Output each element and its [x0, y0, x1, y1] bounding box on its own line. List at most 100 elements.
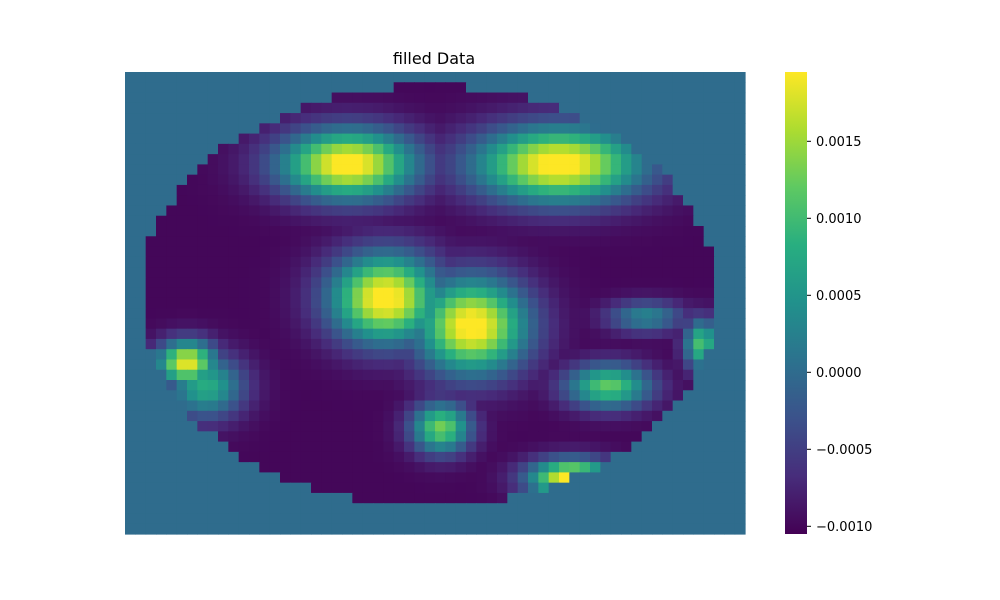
heatmap-cell [559, 215, 570, 227]
heatmap-cell [579, 308, 591, 319]
heatmap-cell [693, 82, 705, 94]
heatmap-cell [445, 482, 457, 494]
heatmap-cell [548, 267, 560, 278]
heatmap-cell [703, 226, 715, 237]
heatmap-cell [548, 287, 560, 299]
heatmap-cell [693, 318, 705, 330]
heatmap-cell [414, 328, 426, 340]
heatmap-cell [714, 338, 725, 350]
heatmap-cell [249, 267, 260, 278]
heatmap-cell [590, 482, 601, 494]
heatmap-cell [331, 441, 343, 453]
heatmap-cell [197, 72, 209, 83]
heatmap-cell [176, 359, 188, 371]
heatmap-cell [238, 410, 250, 422]
heatmap-cell [569, 267, 581, 278]
heatmap-cell [610, 82, 622, 94]
heatmap-cell [342, 359, 353, 371]
heatmap-cell [414, 513, 426, 525]
heatmap-cell [435, 113, 446, 124]
heatmap-cell [631, 328, 643, 340]
heatmap-cell [197, 133, 209, 145]
heatmap-cell [207, 523, 219, 535]
heatmap-cell [135, 236, 147, 248]
heatmap-cell [424, 441, 436, 453]
heatmap-cell [249, 421, 260, 432]
heatmap-cell [507, 380, 519, 391]
heatmap-cell [486, 154, 498, 165]
heatmap-cell [145, 215, 157, 227]
heatmap-cell [156, 102, 167, 114]
heatmap-cell [672, 143, 684, 155]
heatmap-cell [621, 421, 632, 432]
heatmap-cell [569, 523, 581, 535]
heatmap-cell [321, 154, 333, 165]
heatmap-cell [445, 215, 457, 227]
heatmap-cell [218, 256, 229, 268]
heatmap-cell [342, 133, 353, 145]
heatmap-cell [724, 380, 736, 391]
heatmap-cell [393, 287, 405, 299]
heatmap-cell [280, 205, 291, 217]
heatmap-cell [249, 492, 260, 504]
heatmap-cell [145, 421, 157, 432]
heatmap-cell [559, 113, 570, 124]
heatmap-cell [600, 226, 612, 237]
heatmap-cell [724, 369, 736, 381]
heatmap-cell [321, 82, 333, 94]
heatmap-cell [631, 441, 643, 453]
heatmap-cell [280, 246, 291, 258]
heatmap-cell [197, 441, 209, 453]
heatmap-cell [497, 359, 508, 371]
heatmap-cell [672, 410, 684, 422]
heatmap-cell [393, 462, 405, 473]
heatmap-cell [197, 462, 209, 473]
heatmap-cell [424, 256, 436, 268]
heatmap-cell [486, 359, 498, 371]
heatmap-cell [641, 431, 653, 443]
heatmap-cell [362, 256, 374, 268]
heatmap-cell [414, 421, 426, 432]
heatmap-cell [373, 410, 384, 422]
heatmap-cell [404, 246, 415, 258]
heatmap-cell [259, 380, 271, 391]
heatmap-cell [269, 297, 281, 309]
heatmap-cell [342, 482, 353, 494]
heatmap-cell [393, 451, 405, 463]
heatmap-cell [197, 328, 209, 340]
heatmap-cell [714, 246, 725, 258]
heatmap-cell [300, 523, 312, 535]
heatmap-cell [600, 513, 612, 525]
heatmap-cell [517, 359, 529, 371]
heatmap-cell [662, 503, 674, 515]
heatmap-cell [734, 256, 746, 268]
heatmap-cell [404, 349, 415, 361]
heatmap-cell [631, 462, 643, 473]
heatmap-cell [404, 92, 415, 104]
colorbar-tick-label: 0.0000 [816, 366, 862, 381]
heatmap-cell [404, 441, 415, 453]
heatmap-cell [610, 451, 622, 463]
heatmap-cell [610, 246, 622, 258]
heatmap-cell [176, 513, 188, 525]
heatmap-cell [166, 482, 178, 494]
heatmap-cell [600, 133, 612, 145]
heatmap-cell [125, 349, 136, 361]
heatmap-cell [476, 215, 488, 227]
heatmap-cell [249, 369, 260, 381]
heatmap-cell [176, 390, 188, 402]
heatmap-cell [703, 328, 715, 340]
heatmap-cell [579, 328, 591, 340]
heatmap-cell [414, 133, 426, 145]
heatmap-cell [259, 82, 271, 94]
heatmap-cell [125, 410, 136, 422]
heatmap-cell [125, 236, 136, 248]
heatmap-cell [641, 462, 653, 473]
heatmap-cell [238, 205, 250, 217]
heatmap-cell [290, 431, 302, 443]
heatmap-cell [424, 113, 436, 124]
heatmap-cell [352, 523, 364, 535]
heatmap-cell [724, 92, 736, 104]
heatmap-cell [373, 113, 384, 124]
heatmap-cell [538, 72, 550, 83]
